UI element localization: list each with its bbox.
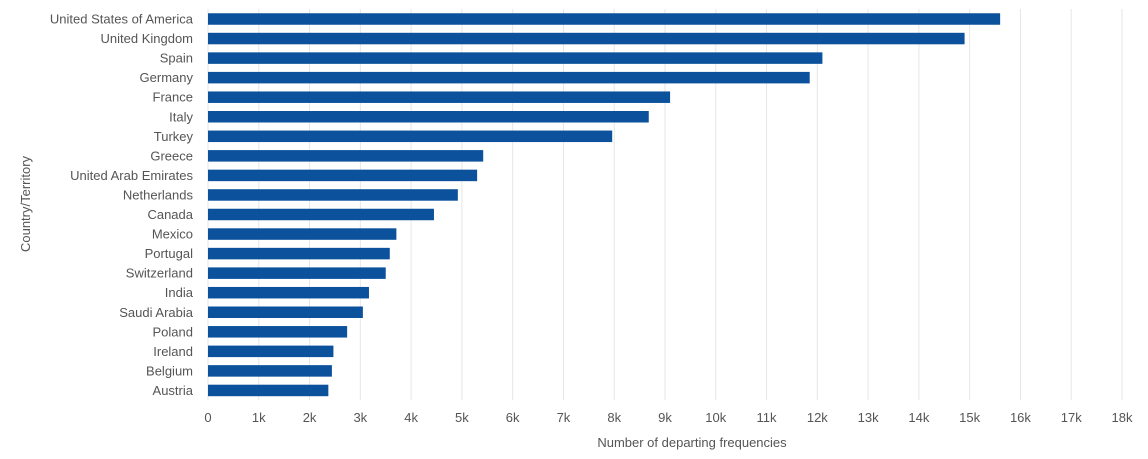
category-label: Turkey xyxy=(154,129,194,144)
x-tick-label: 1k xyxy=(252,410,266,425)
x-tick-label: 11k xyxy=(757,410,777,425)
category-label: Switzerland xyxy=(126,266,193,281)
category-label: India xyxy=(165,285,194,300)
category-label: Italy xyxy=(169,109,193,124)
y-axis-title: Country/Territory xyxy=(18,155,33,252)
x-axis-title: Number of departing frequencies xyxy=(597,435,787,450)
bar[interactable] xyxy=(208,267,386,279)
bar[interactable] xyxy=(208,91,671,103)
x-tick-label: 3k xyxy=(353,410,367,425)
category-label: France xyxy=(153,90,193,105)
category-label: Canada xyxy=(147,207,193,222)
category-label: Mexico xyxy=(152,227,193,242)
x-tick-label: 14k xyxy=(908,410,929,425)
bar[interactable] xyxy=(208,52,823,64)
bar[interactable] xyxy=(208,189,458,201)
x-tick-label: 6k xyxy=(506,410,520,425)
x-tick-label: 18k xyxy=(1112,410,1133,425)
bar[interactable] xyxy=(208,228,397,240)
x-tick-label: 8k xyxy=(607,410,621,425)
bar[interactable] xyxy=(208,384,329,397)
bar[interactable] xyxy=(208,306,363,319)
bar[interactable] xyxy=(208,247,390,260)
gridlines xyxy=(207,9,1123,400)
bar[interactable] xyxy=(208,286,369,299)
x-tick-labels: 0 1k 2k 3k 4k 5k 6k 7k 8k 9k 10k 11k 12k 13k 14k 15k 16k… xyxy=(204,410,1133,425)
bar[interactable] xyxy=(208,111,649,123)
category-label: United Kingdom xyxy=(101,31,194,46)
x-tick-label: 0 xyxy=(204,410,211,425)
x-tick-label: 2k xyxy=(303,410,317,425)
x-tick-label: 17k xyxy=(1061,410,1082,425)
category-label: Spain xyxy=(160,51,193,66)
category-label: Netherlands xyxy=(123,187,194,202)
bar[interactable] xyxy=(208,169,478,182)
x-tick-label: 16k xyxy=(1010,410,1031,425)
bars xyxy=(208,13,1001,397)
bar[interactable] xyxy=(208,345,334,358)
bar[interactable] xyxy=(208,208,434,221)
bar[interactable] xyxy=(208,32,965,45)
bar[interactable] xyxy=(208,13,1001,25)
x-tick-label: 13k xyxy=(858,410,879,425)
category-label: United Arab Emirates xyxy=(70,168,193,183)
bar[interactable] xyxy=(208,71,810,84)
x-tick-label: 9k xyxy=(658,410,672,425)
category-label: Austria xyxy=(153,383,194,398)
category-label: Portugal xyxy=(145,246,194,261)
bar[interactable] xyxy=(208,326,348,338)
bar[interactable] xyxy=(208,130,613,143)
bar[interactable] xyxy=(208,150,484,162)
x-tick-label: 4k xyxy=(404,410,418,425)
x-tick-label: 10k xyxy=(705,410,726,425)
category-label: Poland xyxy=(153,324,193,339)
x-tick-label: 5k xyxy=(455,410,469,425)
category-label: Germany xyxy=(140,70,194,85)
x-tick-label: 7k xyxy=(557,410,571,425)
bar[interactable] xyxy=(208,365,332,377)
x-tick-label: 12k xyxy=(807,410,828,425)
category-label: Greece xyxy=(150,148,193,163)
x-tick-label: 15k xyxy=(959,410,980,425)
category-label: Belgium xyxy=(146,363,193,378)
category-labels: United States of America United Kingdom Sp… xyxy=(50,12,194,398)
category-label: Ireland xyxy=(153,344,193,359)
category-label: United States of America xyxy=(50,12,194,27)
category-label: Saudi Arabia xyxy=(119,305,193,320)
